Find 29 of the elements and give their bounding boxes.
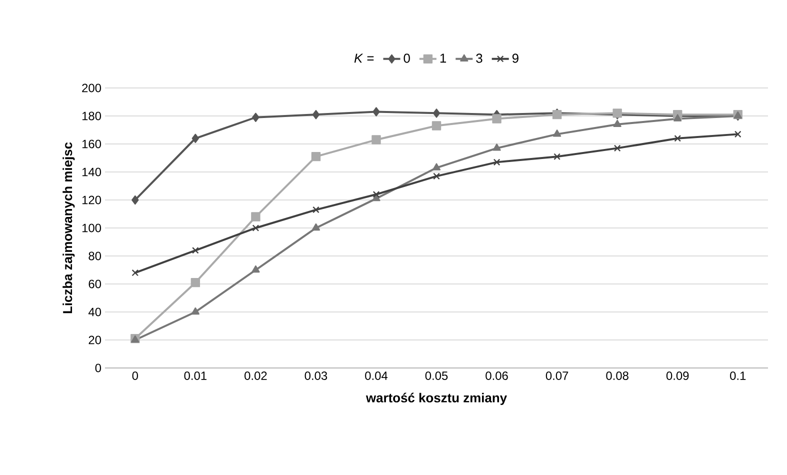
x-tick-label: 0.05	[425, 372, 448, 380]
x-tick-label: 0.06	[486, 372, 508, 380]
x-tick-label: 0.02	[244, 372, 267, 380]
y-tick-label: 40	[88, 308, 102, 316]
x-tick-label: 0.04	[365, 372, 388, 380]
y-tick-label: 180	[82, 112, 102, 120]
y-tick-label: 100	[82, 224, 102, 232]
y-tick-label: 160	[82, 140, 102, 148]
x-tick-label: 0.07	[546, 372, 568, 380]
x-tick-label: 0.01	[184, 372, 206, 380]
legend-label: 0	[404, 54, 410, 63]
y-tick-label: 120	[82, 196, 102, 204]
x-tick-label: 0.1	[730, 372, 746, 380]
y-tick-label: 60	[88, 280, 102, 288]
legend-label: 3	[476, 54, 482, 63]
legend-title: K =	[354, 54, 374, 63]
x-tick-label: 0.03	[304, 372, 328, 380]
x-tick-label: 0	[132, 372, 138, 380]
y-tick-label: 20	[88, 336, 102, 344]
legend-label: 1	[440, 54, 446, 63]
x-tick-label: 0.09	[666, 372, 689, 380]
y-axis-title: Liczba zajmowanych miejsc	[62, 142, 75, 314]
y-tick-label: 140	[82, 168, 102, 176]
y-tick-label: 80	[88, 252, 102, 260]
y-tick-label: 200	[82, 84, 102, 92]
legend-label: 9	[512, 54, 518, 63]
x-axis-title: wartość kosztu zmiany	[366, 392, 507, 405]
y-tick-label: 0	[95, 364, 102, 372]
x-tick-label: 0.08	[606, 372, 628, 380]
